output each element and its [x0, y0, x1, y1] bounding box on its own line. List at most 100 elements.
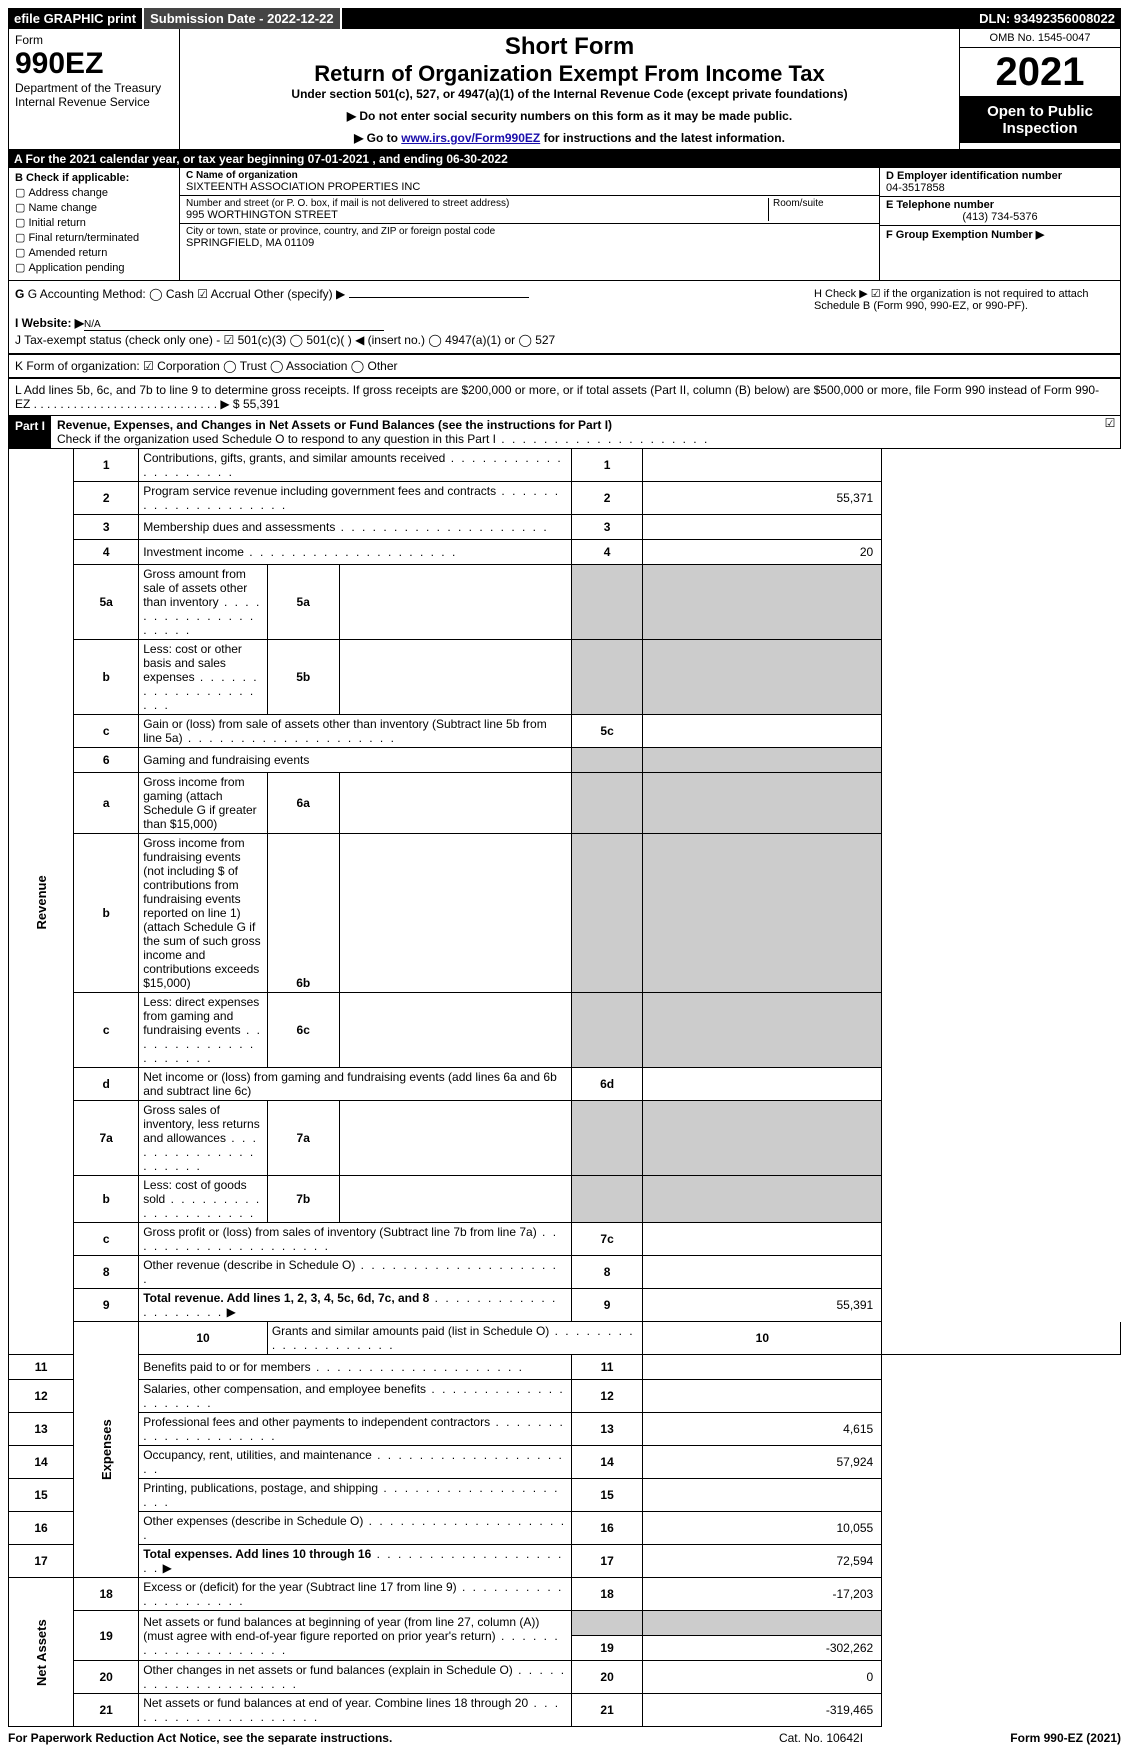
ln6c-subamt — [339, 993, 571, 1068]
ln15-t: Printing, publications, postage, and shi… — [139, 1479, 571, 1512]
city-label: City or town, state or province, country… — [186, 226, 873, 237]
opt-initial-return: Initial return — [28, 217, 85, 229]
side-net-assets: Net Assets — [9, 1578, 74, 1727]
ln17-r: 17 — [571, 1545, 643, 1578]
foot-right: Form 990-EZ (2021) — [921, 1731, 1121, 1745]
ln15-n: 15 — [9, 1479, 74, 1512]
line-6d: d Net income or (loss) from gaming and f… — [9, 1068, 1121, 1101]
i-pre: I Website: ▶ — [15, 316, 84, 330]
cell-phone: E Telephone number (413) 734-5376 — [880, 197, 1120, 226]
ln6c-grey — [571, 993, 643, 1068]
ln7b-n: b — [74, 1176, 139, 1223]
irs: Internal Revenue Service — [15, 95, 173, 109]
do-not-enter: ▶ Do not enter social security numbers o… — [186, 109, 953, 123]
ln9-t: Total revenue. Add lines 1, 2, 3, 4, 5c,… — [139, 1289, 571, 1322]
g-text: G Accounting Method: ◯ Cash ☑ Accrual Ot… — [28, 287, 346, 301]
chk-application-pending[interactable]: ▢ Application pending — [15, 261, 173, 274]
ln7b-subamt — [339, 1176, 571, 1223]
ln7a-subamt — [339, 1101, 571, 1176]
ln6-t: Gaming and fundraising events — [139, 748, 571, 773]
open-public: Open to Public Inspection — [960, 97, 1120, 143]
part1-title: Revenue, Expenses, and Changes in Net As… — [51, 416, 1100, 448]
chk-name-change[interactable]: ▢ Name change — [15, 201, 173, 214]
ln19-amt: -302,262 — [643, 1636, 882, 1661]
e-label: E Telephone number — [886, 199, 994, 211]
d-label: D Employer identification number — [886, 170, 1062, 182]
ln19-grey — [571, 1611, 643, 1636]
ln11-n: 11 — [9, 1355, 74, 1380]
street: 995 WORTHINGTON STREET — [186, 209, 768, 221]
ln14-t: Occupancy, rent, utilities, and maintena… — [139, 1446, 571, 1479]
ln9-n: 9 — [74, 1289, 139, 1322]
ln5a-t: Gross amount from sale of assets other t… — [139, 565, 268, 640]
col-d: D Employer identification number 04-3517… — [879, 168, 1120, 280]
goto-link[interactable]: www.irs.gov/Form990EZ — [401, 131, 540, 145]
ln10-n: 10 — [139, 1322, 268, 1355]
ln5b-sub: 5b — [267, 640, 339, 715]
ln6b-n: b — [74, 834, 139, 993]
section-ghijkl: G G Accounting Method: ◯ Cash ☑ Accrual … — [8, 281, 1121, 354]
ln6c-sub: 6c — [267, 993, 339, 1068]
side-expenses: Expenses — [74, 1322, 139, 1578]
ln9-amt: 55,391 — [643, 1289, 882, 1322]
line-7b: b Less: cost of goods sold 7b — [9, 1176, 1121, 1223]
ln1-n: 1 — [74, 449, 139, 482]
ln6c-grey2 — [643, 993, 882, 1068]
ln7a-grey2 — [643, 1101, 882, 1176]
ln6b-grey2 — [643, 834, 882, 993]
side-revenue: Revenue — [9, 449, 74, 1355]
ln6a-grey2 — [643, 773, 882, 834]
cell-group-exempt: F Group Exemption Number ▶ — [880, 226, 1120, 243]
ln18-amt: -17,203 — [643, 1578, 882, 1611]
ln20-t: Other changes in net assets or fund bala… — [139, 1661, 571, 1694]
ln6a-subamt — [339, 773, 571, 834]
ln1-r: 1 — [571, 449, 643, 482]
ln8-r: 8 — [571, 1256, 643, 1289]
ln13-amt: 4,615 — [643, 1413, 882, 1446]
ln5a-grey — [571, 565, 643, 640]
ln7c-amt — [643, 1223, 882, 1256]
header-mid: Short Form Return of Organization Exempt… — [180, 29, 959, 149]
form-header: Form 990EZ Department of the Treasury In… — [8, 29, 1121, 150]
omb-number: OMB No. 1545-0047 — [960, 29, 1120, 48]
chk-final-return[interactable]: ▢ Final return/terminated — [15, 231, 173, 244]
ln20-n: 20 — [74, 1661, 139, 1694]
ln6c-n: c — [74, 993, 139, 1068]
ln5c-r: 5c — [571, 715, 643, 748]
ln3-n: 3 — [74, 515, 139, 540]
ln2-t: Program service revenue including govern… — [139, 482, 571, 515]
line-5b: b Less: cost or other basis and sales ex… — [9, 640, 1121, 715]
line-9: 9 Total revenue. Add lines 1, 2, 3, 4, 5… — [9, 1289, 1121, 1322]
chk-amended-return[interactable]: ▢ Amended return — [15, 246, 173, 259]
line-4: 4 Investment income 4 20 — [9, 540, 1121, 565]
ln11-amt — [643, 1355, 882, 1380]
ln20-r: 20 — [571, 1661, 643, 1694]
ln2-n: 2 — [74, 482, 139, 515]
ln12-t: Salaries, other compensation, and employ… — [139, 1380, 571, 1413]
ln5c-amt — [643, 715, 882, 748]
col-b: B Check if applicable: ▢ Address change … — [9, 168, 180, 280]
submission-date: Submission Date - 2022-12-22 — [144, 8, 342, 29]
ln5b-n: b — [74, 640, 139, 715]
line-7a: 7a Gross sales of inventory, less return… — [9, 1101, 1121, 1176]
ln7a-t: Gross sales of inventory, less returns a… — [139, 1101, 268, 1176]
room-label: Room/suite — [773, 198, 873, 209]
part1-title-text: Revenue, Expenses, and Changes in Net As… — [57, 418, 612, 432]
ln13-n: 13 — [9, 1413, 74, 1446]
part1-checkbox[interactable]: ☑ — [1100, 416, 1120, 448]
chk-initial-return[interactable]: ▢ Initial return — [15, 216, 173, 229]
row-j: J Tax-exempt status (check only one) - ☑… — [15, 333, 1114, 347]
opt-final-return: Final return/terminated — [28, 232, 139, 244]
part1-header: Part I Revenue, Expenses, and Changes in… — [8, 416, 1121, 449]
header-left: Form 990EZ Department of the Treasury In… — [9, 29, 180, 149]
c-label: C Name of organization — [186, 170, 873, 181]
line-1: Revenue 1 Contributions, gifts, grants, … — [9, 449, 1121, 482]
line-11: 11 Benefits paid to or for members 11 — [9, 1355, 1121, 1380]
phone: (413) 734-5376 — [886, 211, 1114, 223]
ln5b-subamt — [339, 640, 571, 715]
ln11-t: Benefits paid to or for members — [139, 1355, 571, 1380]
row-k: K Form of organization: ☑ Corporation ◯ … — [8, 354, 1121, 378]
ln15-r: 15 — [571, 1479, 643, 1512]
chk-address-change[interactable]: ▢ Address change — [15, 186, 173, 199]
line-18: Net Assets 18 Excess or (deficit) for th… — [9, 1578, 1121, 1611]
